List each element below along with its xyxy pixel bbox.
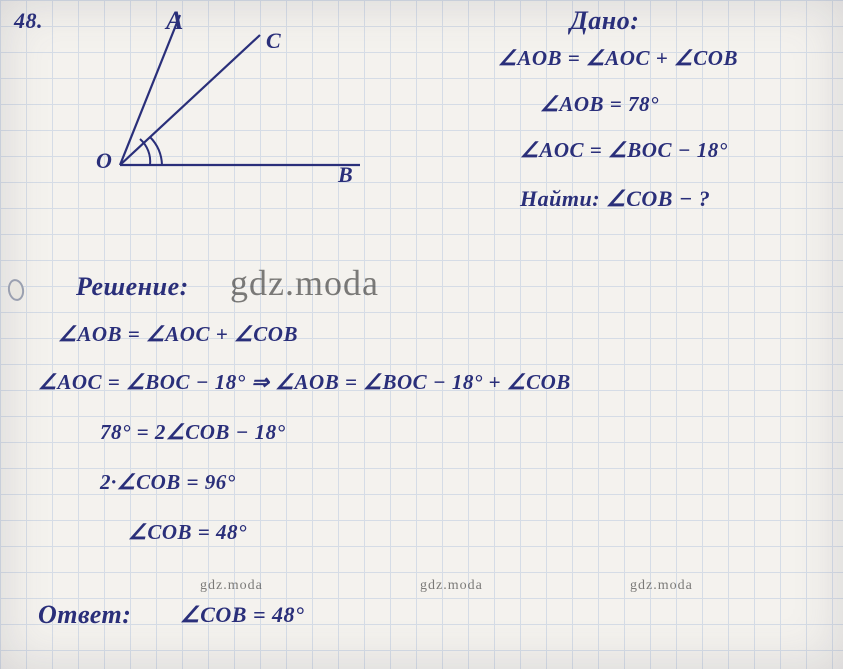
arc-inner <box>150 137 162 165</box>
answer-value: ∠COB = 48° <box>180 602 304 628</box>
solution-s4: 2·∠COB = 96° <box>100 470 236 495</box>
given-title: Дано: <box>570 6 639 36</box>
solution-s1: ∠AOB = ∠AOC + ∠COB <box>58 322 298 347</box>
solution-s5: ∠COB = 48° <box>128 520 247 545</box>
label-a: A <box>166 6 184 36</box>
ray-oa <box>120 15 180 165</box>
given-line3: ∠AOC = ∠BOC − 18° <box>520 138 728 163</box>
given-find: Найти: ∠COB − ? <box>520 186 710 212</box>
page: 48. A C O B Дано: ∠AOB = ∠AOC + ∠COB ∠AO… <box>0 0 843 669</box>
watermark-main: gdz.moda <box>230 262 379 304</box>
given-line2: ∠AOB = 78° <box>540 92 659 117</box>
ray-oc <box>120 35 260 165</box>
watermark-small-2: gdz.moda <box>420 578 483 594</box>
label-b: B <box>338 162 353 188</box>
label-o: O <box>96 148 112 174</box>
label-c: C <box>266 28 281 54</box>
given-line1: ∠AOB = ∠AOC + ∠COB <box>498 46 738 71</box>
watermark-small-3: gdz.moda <box>630 578 693 594</box>
solution-s3: 78° = 2∠COB − 18° <box>100 420 286 445</box>
solution-title: Решение: <box>76 272 189 302</box>
answer-label: Ответ: <box>38 600 131 630</box>
problem-number: 48. <box>14 8 43 34</box>
solution-s2: ∠AOC = ∠BOC − 18° ⇒ ∠AOB = ∠BOC − 18° + … <box>38 370 571 395</box>
watermark-small-1: gdz.moda <box>200 578 263 594</box>
